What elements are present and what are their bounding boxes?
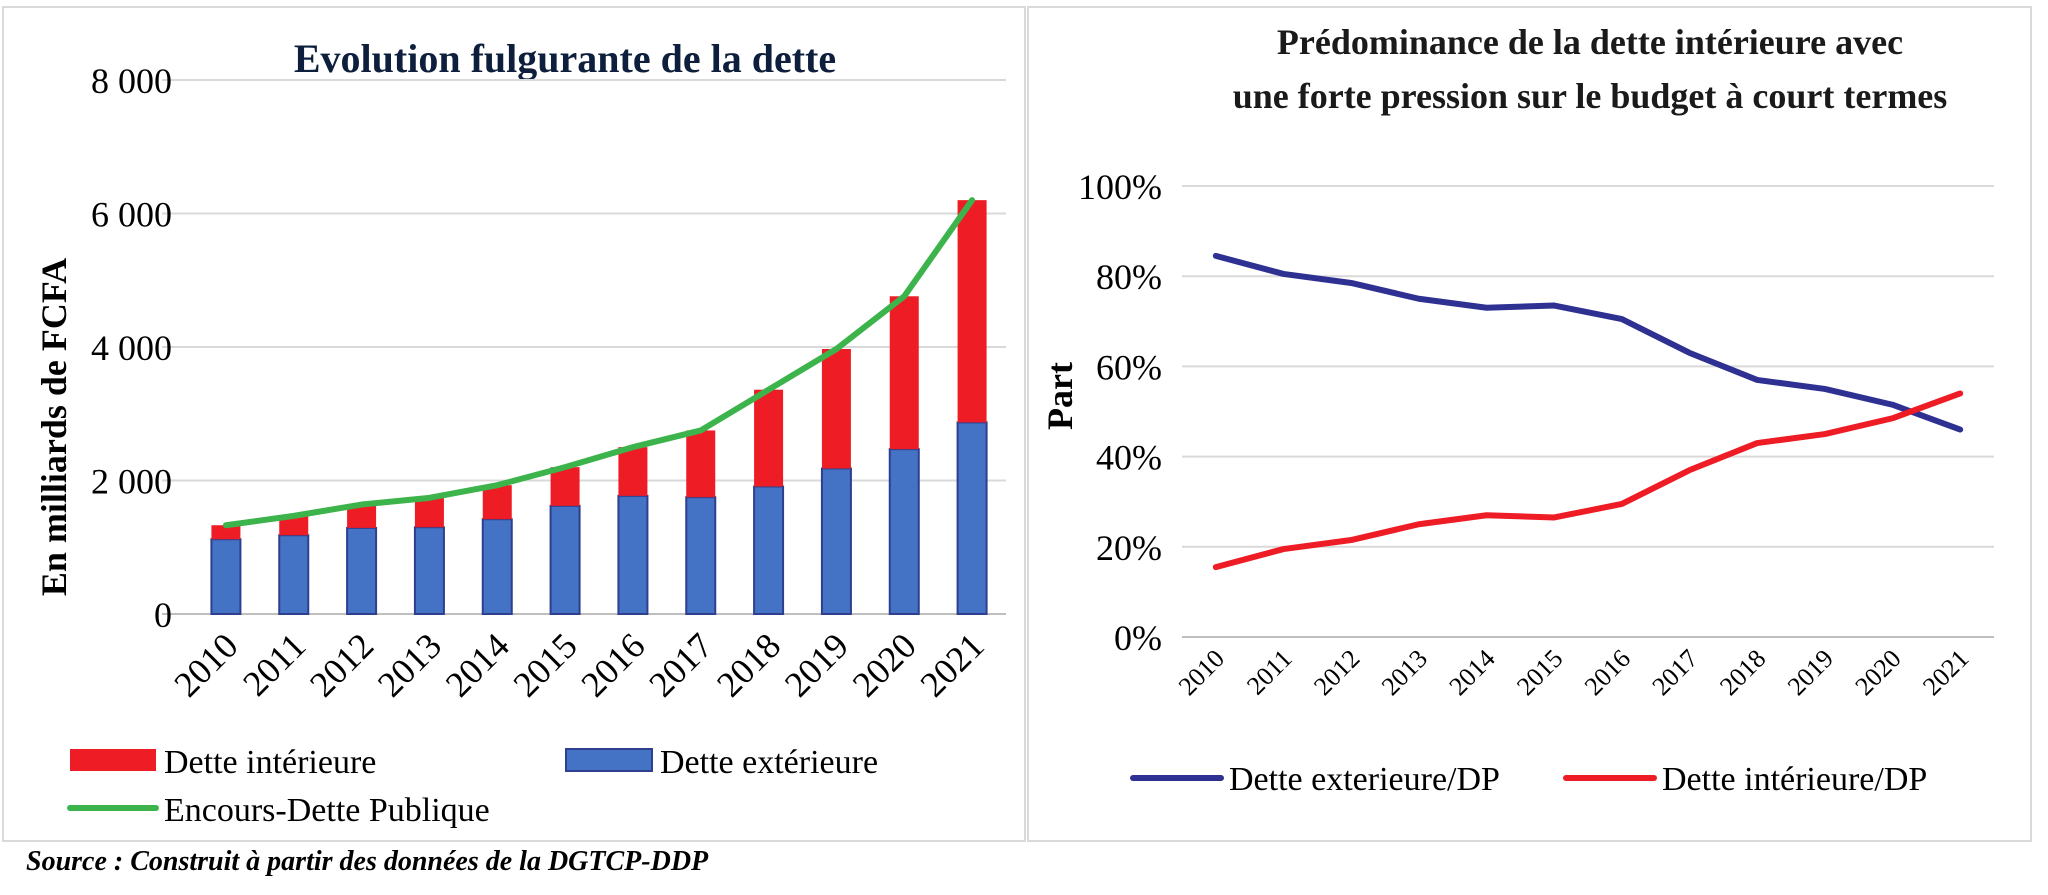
left-ytick-label: 4 000 [91, 328, 172, 368]
bar-dette-interieure [957, 200, 987, 423]
left-xtick-label: 2014 [438, 625, 517, 704]
left-xtick-label: 2017 [641, 625, 720, 704]
left-xtick-label: 2015 [506, 625, 585, 704]
bar-dette-interieure [482, 485, 512, 520]
line-encours-dette-publique [222, 197, 976, 529]
bar-dette-interieure [686, 430, 716, 498]
right-chart-title-line-1: Prédominance de la dette intérieure avec [1277, 22, 1903, 62]
right-chart-ylabel: Part [1040, 362, 1080, 430]
left-ytick-label: 8 000 [91, 61, 172, 101]
left-xtick-label: 2021 [913, 625, 992, 704]
right-xtick-label: 2017 [1646, 644, 1703, 701]
legend-label: Dette exterieure/DP [1229, 761, 1500, 798]
left-ytick-label: 0 [154, 595, 172, 635]
bar-dette-interieure [414, 497, 444, 528]
left-chart-ylabel: En milliards de FCFA [34, 258, 74, 596]
right-xtick-label: 2011 [1241, 644, 1298, 701]
left-xtick-label: 2011 [235, 625, 313, 703]
right-xtick-label: 2013 [1376, 644, 1433, 701]
right-xtick-label: 2019 [1782, 644, 1839, 701]
source-note: Source : Construit à partir des données … [26, 846, 709, 877]
line-dette-interieure-dp [1212, 390, 1964, 571]
bar-dette-exterieure [210, 538, 242, 615]
left-xtick-label: 2020 [845, 625, 924, 704]
legend-swatch [565, 748, 653, 772]
left-xtick-label: 2012 [302, 625, 381, 704]
right-xtick-label: 2018 [1714, 644, 1771, 701]
bar-dette-interieure [821, 349, 851, 469]
left-chart-title: Evolution fulgurante de la dette [294, 36, 836, 81]
legend-label: Encours-Dette Publique [164, 792, 490, 829]
left-xtick-label: 2016 [573, 625, 652, 704]
left-ytick-label: 6 000 [91, 195, 172, 235]
right-chart-title-line-2: une forte pression sur le budget à court… [1233, 76, 1948, 116]
bar-dette-interieure [754, 389, 784, 487]
left-ytick-label: 2 000 [91, 462, 172, 502]
right-xtick-label: 2021 [1917, 644, 1974, 701]
bar-dette-interieure [889, 296, 919, 450]
legend-label: Dette extérieure [660, 744, 878, 781]
legend-label: Dette intérieure [164, 744, 376, 781]
bar-dette-exterieure [346, 526, 378, 616]
right-xtick-label: 2020 [1849, 644, 1906, 701]
bar-dette-interieure [211, 525, 241, 540]
right-ytick-label: 20% [1096, 528, 1162, 568]
bar-dette-exterieure [481, 518, 513, 616]
right-ytick-label: 40% [1096, 438, 1162, 478]
bar-dette-interieure [279, 515, 309, 536]
bar-dette-exterieure [685, 496, 717, 615]
right-xtick-label: 2010 [1173, 644, 1230, 701]
bar-dette-exterieure [617, 494, 649, 616]
left-xtick-label: 2019 [777, 625, 856, 704]
right-xtick-label: 2015 [1511, 644, 1568, 701]
legend-swatch [70, 749, 156, 771]
bar-dette-exterieure [820, 467, 852, 615]
bar-dette-exterieure [278, 534, 310, 615]
bar-dette-exterieure [549, 504, 581, 615]
right-xtick-label: 2012 [1308, 644, 1365, 701]
right-ytick-label: 80% [1096, 257, 1162, 297]
right-ytick-label: 60% [1096, 347, 1162, 387]
bar-dette-interieure [347, 504, 377, 528]
bar-dette-exterieure [753, 485, 785, 616]
right-xtick-label: 2014 [1443, 644, 1500, 701]
left-xtick-label: 2010 [166, 625, 245, 704]
bar-dette-exterieure [413, 526, 445, 615]
bar-dette-exterieure [956, 421, 988, 615]
line-dette-exterieure-dp [1212, 252, 1964, 433]
bar-dette-interieure [618, 447, 648, 496]
legend-label: Dette intérieure/DP [1662, 761, 1927, 798]
bar-dette-interieure [550, 467, 580, 506]
bar-dette-exterieure [888, 448, 920, 615]
right-ytick-label: 100% [1078, 167, 1162, 207]
left-xtick-label: 2018 [709, 625, 788, 704]
right-xtick-label: 2016 [1579, 644, 1636, 701]
left-xtick-label: 2013 [370, 625, 449, 704]
right-ytick-label: 0% [1114, 618, 1162, 658]
chart-panel-debt-evolution [2, 6, 1026, 842]
